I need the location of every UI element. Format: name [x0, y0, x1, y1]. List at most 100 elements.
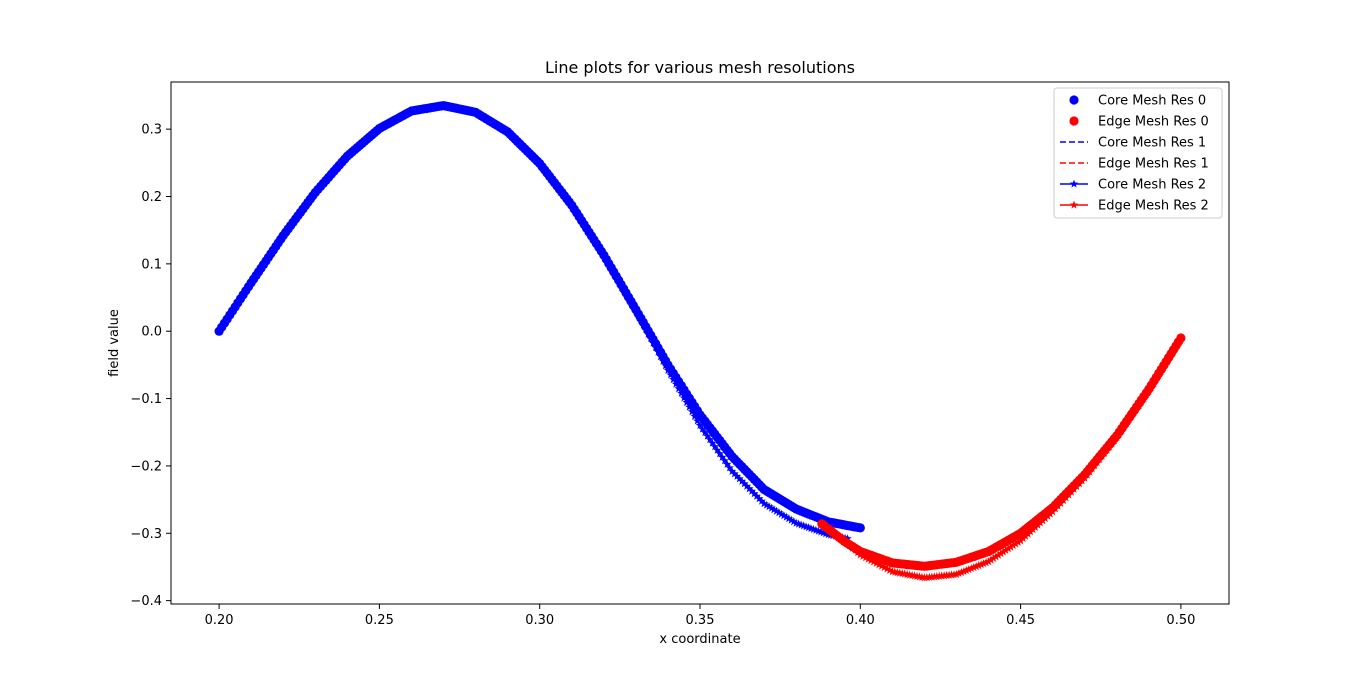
data-point	[779, 511, 789, 520]
legend-item: Core Mesh Res 0	[1069, 94, 1206, 109]
y-axis: 0.3 0.2 0.1 0.0 −0.1 −0.2 −0.3 −0.4	[130, 123, 171, 609]
data-point	[1001, 545, 1011, 554]
data-point	[757, 496, 766, 505]
data-point	[700, 428, 710, 437]
legend-label: Edge Mesh Res 0	[1098, 115, 1209, 130]
data-point	[1018, 533, 1028, 543]
data-point	[786, 515, 796, 524]
data-point	[762, 500, 771, 509]
data-point	[981, 558, 991, 567]
data-point	[1016, 536, 1025, 545]
data-point	[1026, 527, 1035, 536]
data-point	[967, 563, 976, 573]
data-point	[735, 474, 744, 483]
y-tick-label: −0.3	[130, 527, 162, 542]
y-tick-label: −0.1	[130, 392, 162, 407]
x-tick-label: 0.25	[365, 613, 394, 628]
data-point	[715, 449, 725, 458]
data-point	[732, 471, 742, 480]
data-point	[720, 456, 729, 465]
data-point	[752, 491, 761, 500]
data-point	[974, 561, 983, 570]
series-core-mesh-res-0	[214, 100, 865, 533]
data-point	[772, 506, 781, 515]
data-point	[703, 431, 712, 440]
data-point	[1021, 531, 1030, 540]
data-point	[1013, 537, 1023, 546]
data-point	[872, 558, 881, 567]
data-point	[730, 469, 739, 478]
data-point	[727, 466, 737, 475]
data-point	[1008, 541, 1018, 550]
data-point	[855, 523, 865, 533]
data-point	[698, 424, 707, 433]
y-axis-label: field value	[107, 309, 122, 377]
data-point	[1023, 529, 1033, 538]
data-point	[705, 435, 715, 444]
data-point	[957, 567, 966, 577]
data-point	[693, 416, 702, 425]
legend-label: Core Mesh Res 1	[1098, 136, 1206, 151]
data-point	[969, 562, 979, 572]
data-point	[710, 442, 720, 451]
data-point	[994, 550, 1003, 559]
legend-label: Core Mesh Res 0	[1098, 94, 1206, 109]
data-point	[754, 494, 764, 503]
x-tick-label: 0.35	[686, 613, 715, 628]
data-point	[959, 566, 969, 576]
data-point	[874, 560, 884, 569]
legend: Core Mesh Res 0 Edge Mesh Res 0 Core Mesh …	[1053, 87, 1223, 219]
data-point	[954, 568, 964, 578]
legend-box	[1053, 87, 1223, 219]
series-edge-mesh-res-2	[843, 334, 1186, 582]
y-tick-label: 0.2	[141, 190, 162, 205]
series-edge-mesh-res-1	[846, 338, 1182, 579]
data-point	[725, 463, 734, 472]
data-point	[749, 489, 759, 498]
chart-title: Line plots for various mesh resolutions	[545, 58, 855, 77]
data-point	[869, 557, 878, 566]
data-point	[722, 459, 732, 468]
legend-label: Core Mesh Res 2	[1098, 178, 1206, 193]
legend-item: Edge Mesh Res 1	[1060, 157, 1209, 172]
data-point	[1176, 333, 1186, 343]
data-point	[979, 559, 988, 568]
data-point	[986, 555, 996, 564]
data-point	[1006, 542, 1016, 551]
x-tick-label: 0.45	[1006, 613, 1035, 628]
legend-label: Edge Mesh Res 1	[1098, 157, 1209, 172]
legend-item: Edge Mesh Res 2	[1060, 199, 1209, 214]
legend-marker	[1069, 179, 1079, 188]
legend-marker	[1069, 200, 1079, 209]
plot-area	[214, 100, 1186, 582]
data-point	[682, 398, 691, 407]
legend-item: Core Mesh Res 1	[1060, 136, 1206, 151]
y-tick-label: −0.2	[130, 459, 162, 474]
data-point	[742, 481, 752, 490]
legend-item: Edge Mesh Res 0	[1069, 115, 1209, 130]
y-tick-label: −0.4	[130, 594, 162, 609]
x-tick-label: 0.20	[205, 613, 234, 628]
data-point	[882, 564, 892, 573]
data-point	[708, 438, 717, 447]
data-point	[976, 560, 986, 569]
data-point	[740, 479, 749, 488]
data-point	[745, 484, 754, 493]
data-point	[1011, 539, 1020, 548]
data-point	[690, 411, 699, 420]
x-axis-label: x coordinate	[659, 632, 740, 647]
data-point	[747, 486, 757, 495]
data-point	[782, 512, 791, 521]
data-point	[971, 561, 981, 571]
data-point	[999, 547, 1008, 556]
series-edge-mesh-res-0	[817, 333, 1186, 571]
data-point	[866, 555, 876, 565]
x-tick-label: 0.40	[846, 613, 875, 628]
data-point	[784, 514, 794, 523]
x-tick-label: 0.50	[1166, 613, 1195, 628]
data-point	[964, 564, 974, 574]
data-point	[962, 565, 971, 575]
data-point	[877, 561, 886, 570]
legend-marker	[1069, 116, 1079, 126]
